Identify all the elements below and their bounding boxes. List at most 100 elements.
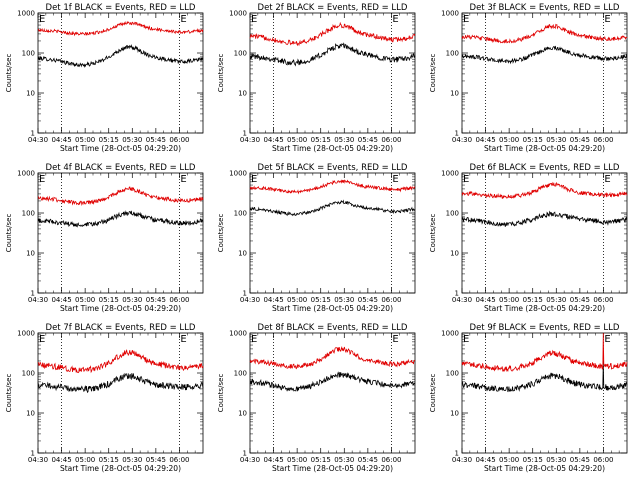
y-tick-label: 1000 [17,170,35,178]
y-tick-label: 100 [234,210,247,218]
series-lld [461,23,628,44]
x-tick-label: 05:15 [99,136,119,144]
panel-title: Det 2f BLACK = Events, RED = LLD [258,3,408,13]
panel-det-6f: Det 6f BLACK = Events, RED = LLD 1 10 100 10… [429,163,628,313]
x-tick-label: 05:15 [99,456,119,464]
y-tick-label: 1 [31,290,35,298]
plot-frame [461,172,628,294]
y-tick-label: 1000 [441,10,459,18]
x-tick-label: 04:30 [240,296,260,304]
panel-det-7f: Det 7f BLACK = Events, RED = LLD 1 10 100 10… [5,323,204,473]
flag-marker: E [392,334,398,345]
x-tick-label: 05:30 [546,296,566,304]
x-tick-label: 04:45 [263,456,283,464]
x-axis-label: Start Time (28-Oct-05 04:29:20) [484,464,605,473]
y-tick-label: 1 [243,130,247,138]
x-tick-label: 04:45 [51,136,71,144]
y-tick-label: 100 [22,210,35,218]
plot-frame [249,332,416,454]
plot-frame [37,12,204,134]
x-tick-label: 05:30 [122,456,142,464]
x-tick-label: 05:15 [311,296,331,304]
panel-title: Det 7f BLACK = Events, RED = LLD [46,323,196,333]
x-tick-label: 05:30 [122,136,142,144]
y-tick-label: 1000 [17,330,35,338]
y-axis-label: Counts/sec [5,214,13,253]
y-tick-label: 100 [446,210,459,218]
x-tick-label: 05:30 [334,456,354,464]
y-axis-label: Counts/sec [5,54,13,93]
plot-frame [461,332,628,454]
x-tick-label: 05:00 [287,456,307,464]
y-tick-label: 1000 [229,330,247,338]
x-axis-label: Start Time (28-Oct-05 04:29:20) [60,464,181,473]
x-tick-label: 05:00 [75,136,95,144]
series-lld [249,345,416,370]
panel-det-3f: Det 3f BLACK = Events, RED = LLD 1 10 100 10… [429,3,628,153]
x-tick-label: 05:15 [99,296,119,304]
y-tick-label: 1000 [229,170,247,178]
series-events [461,45,628,65]
flag-marker: E [39,334,45,345]
x-tick-label: 05:30 [334,296,354,304]
y-tick-label: 100 [234,50,247,58]
series-lld [461,181,628,199]
flag-marker: E [463,174,469,185]
x-tick-label: 05:15 [311,136,331,144]
plot-frame [461,12,628,134]
panel-title: Det 3f BLACK = Events, RED = LLD [470,3,620,13]
flag-marker: E [392,14,398,25]
x-tick-label: 05:30 [546,456,566,464]
x-tick-label: 06:00 [169,136,189,144]
panel-det-9f: Det 9f BLACK = Events, RED = LLD 1 10 100 10… [429,323,628,473]
x-tick-label: 05:00 [75,296,95,304]
x-tick-label: 05:15 [311,456,331,464]
y-tick-label: 10 [26,410,35,418]
panel-title: Det 1f BLACK = Events, RED = LLD [46,3,196,13]
y-tick-label: 10 [450,250,459,258]
x-tick-label: 06:00 [593,456,613,464]
flag-marker: E [180,334,186,345]
series-lld [37,349,204,374]
x-tick-label: 04:30 [28,456,48,464]
flag-marker: E [604,174,610,185]
y-tick-label: 10 [450,410,459,418]
x-tick-label: 06:00 [381,456,401,464]
y-tick-label: 1000 [229,10,247,18]
x-tick-label: 04:30 [452,136,472,144]
x-axis-label: Start Time (28-Oct-05 04:29:20) [272,464,393,473]
y-axis-label: Counts/sec [429,54,437,93]
x-tick-label: 04:45 [51,456,71,464]
flag-marker: E [392,174,398,185]
x-tick-label: 06:00 [169,296,189,304]
flag-marker: E [39,174,45,185]
x-tick-label: 04:45 [263,296,283,304]
x-tick-label: 04:45 [51,296,71,304]
y-tick-label: 1 [243,450,247,458]
plot-frame [37,172,204,294]
x-tick-label: 05:00 [75,456,95,464]
panel-det-1f: Det 1f BLACK = Events, RED = LLD 1 10 100 10… [5,3,204,153]
x-tick-label: 05:30 [334,136,354,144]
x-tick-label: 05:45 [570,296,590,304]
x-tick-label: 05:45 [358,296,378,304]
x-tick-label: 04:45 [475,456,495,464]
x-axis-label: Start Time (28-Oct-05 04:29:20) [484,304,605,313]
x-tick-label: 05:45 [570,136,590,144]
flag-marker: E [39,14,45,25]
x-tick-label: 04:30 [452,296,472,304]
y-tick-label: 1000 [17,10,35,18]
series-events [37,372,204,394]
x-tick-label: 04:45 [475,296,495,304]
y-tick-label: 1 [455,450,459,458]
series-lld [249,21,416,47]
y-axis-label: Counts/sec [429,214,437,253]
x-tick-label: 04:30 [240,136,260,144]
flag-marker: E [180,14,186,25]
y-tick-label: 1 [31,450,35,458]
y-tick-label: 1 [243,290,247,298]
panel-title: Det 9f BLACK = Events, RED = LLD [470,323,620,333]
x-axis-label: Start Time (28-Oct-05 04:29:20) [60,304,181,313]
